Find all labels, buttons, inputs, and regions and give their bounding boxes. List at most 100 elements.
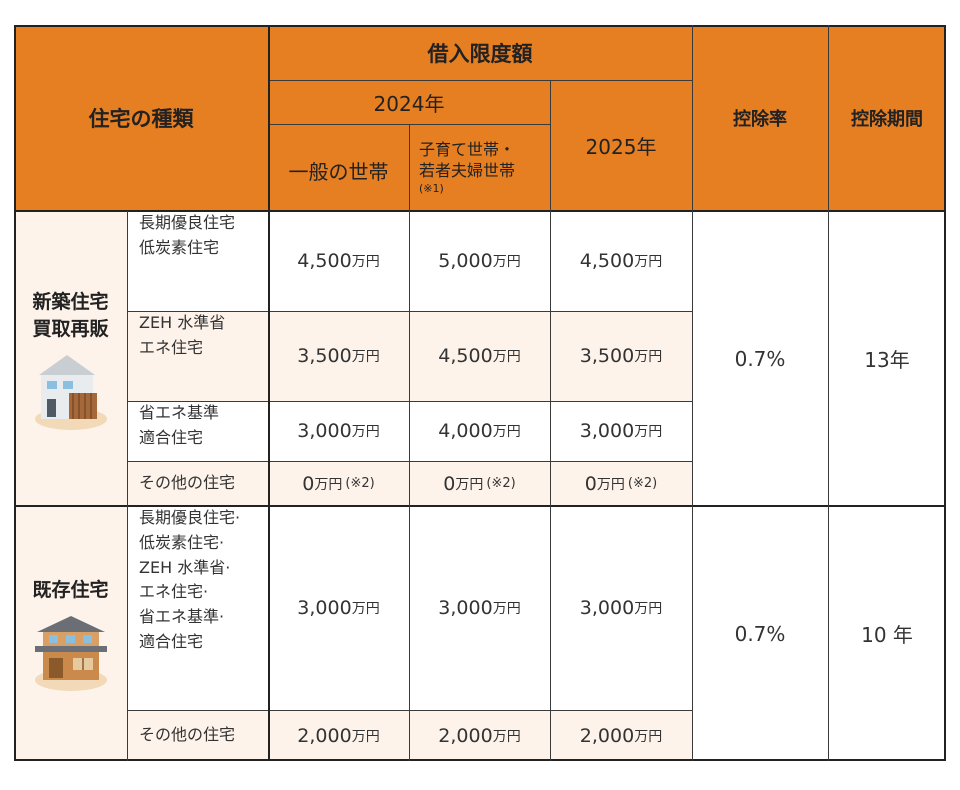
- note: (※2): [486, 476, 516, 491]
- amount: 3,000: [579, 420, 635, 442]
- housing-loan-deduction-table: 住宅の種類 借入限度額 2024年 一般の世帯 子育て世帯・ 若者夫婦世帯 (※…: [14, 25, 946, 761]
- amount: 2,000: [297, 724, 352, 747]
- border-right: [944, 25, 946, 761]
- existing-row1-line6: 適合住宅: [139, 631, 204, 651]
- new-row3-type: 省エネ基準 適合住宅: [127, 401, 268, 461]
- unit: 万円: [351, 601, 380, 617]
- category-existing-housing: 既存住宅: [14, 506, 127, 761]
- new-house-icon: [34, 354, 107, 430]
- header-child-line2: 若者夫婦世帯: [419, 161, 516, 180]
- existing-row1-general: 3,000 万円: [268, 506, 409, 710]
- new-row3-2025: 3,000 万円: [550, 401, 692, 461]
- note: (※2): [345, 476, 375, 491]
- line-header-bottom: [14, 210, 946, 212]
- line-v-cat: [127, 211, 128, 761]
- new-row3-line1: 省エネ基準: [139, 403, 220, 422]
- existing-row1-type: 長期優良住宅· 低炭素住宅· ZEH 水準省· エネ住宅· 省エネ基準· 適合住…: [127, 506, 268, 710]
- unit: 万円: [351, 254, 380, 270]
- border-bottom: [14, 759, 946, 761]
- amount: 3,000: [297, 420, 352, 442]
- new-row2-type: ZEH 水準省 エネ住宅: [127, 311, 268, 401]
- amount: 3,000: [297, 597, 352, 619]
- line-v-2024a: [409, 124, 410, 761]
- amount: 3,500: [579, 345, 635, 367]
- line-section: [14, 505, 946, 507]
- existing-row2-type: その他の住宅: [127, 710, 268, 761]
- unit: 万円: [351, 728, 380, 745]
- unit: 万円: [455, 476, 484, 493]
- unit: 万円: [351, 424, 380, 440]
- unit: 万円: [596, 476, 625, 493]
- amount: 4,500: [438, 345, 493, 367]
- existing-housing-rate: 0.7%: [734, 621, 786, 646]
- existing-row2-general: 2,000 万円: [268, 710, 409, 761]
- amount: 2,000: [579, 724, 635, 747]
- existing-row1-line4: エネ住宅·: [139, 582, 209, 602]
- amount: 0: [443, 472, 456, 495]
- new-row2-2025: 3,500 万円: [550, 311, 692, 401]
- line-v-period: [828, 25, 829, 761]
- amount: 0: [584, 472, 597, 495]
- border-top: [14, 25, 946, 27]
- unit: 万円: [492, 601, 521, 617]
- header-deduction-rate: 控除率: [692, 25, 828, 211]
- amount: 4,500: [579, 250, 635, 272]
- new-row1-line1: 長期優良住宅: [139, 213, 236, 232]
- header-child-note: (※1): [419, 182, 444, 195]
- existing-row1-line5: 省エネ基準·: [139, 607, 225, 627]
- note: (※2): [627, 476, 658, 491]
- new-row3-line2: 適合住宅: [139, 427, 204, 447]
- new-row1-2025: 4,500 万円: [550, 211, 692, 311]
- new-row4-2025: 0 万円 (※2): [550, 461, 692, 506]
- existing-row1-child: 3,000 万円: [409, 506, 550, 710]
- new-row1-line2: 低炭素住宅: [139, 237, 220, 257]
- new-row1-child: 5,000 万円: [409, 211, 550, 311]
- unit: 万円: [351, 349, 380, 365]
- new-housing-label-1: 新築住宅: [32, 290, 109, 313]
- header-child-line1: 子育て世帯・: [419, 140, 516, 159]
- unit: 万円: [314, 476, 343, 493]
- header-general-household: 一般の世帯: [268, 124, 409, 211]
- new-row3-general: 3,000 万円: [268, 401, 409, 461]
- new-row2-line2: エネ住宅: [139, 337, 204, 357]
- amount: 3,000: [438, 597, 493, 619]
- header-borrowing-limit: 借入限度額: [268, 25, 692, 80]
- new-row4-general: 0 万円 (※2): [268, 461, 409, 506]
- existing-row1-line1: 長期優良住宅·: [139, 508, 241, 527]
- header-year-2024: 2024年: [268, 80, 550, 124]
- unit: 万円: [634, 349, 663, 365]
- line-h1: [268, 80, 692, 81]
- new-row1-type: 長期優良住宅 低炭素住宅: [127, 211, 268, 311]
- line-v-rate: [692, 25, 693, 761]
- amount: 3,500: [297, 345, 352, 367]
- header-year-2025: 2025年: [550, 80, 692, 211]
- existing-housing-label: 既存住宅: [32, 579, 109, 601]
- unit: 万円: [634, 424, 663, 440]
- new-row4-child: 0 万円 (※2): [409, 461, 550, 506]
- amount: 5,000: [438, 250, 493, 272]
- border-left: [14, 25, 16, 761]
- header-deduction-period: 控除期間: [828, 25, 946, 211]
- amount: 2,000: [438, 724, 493, 747]
- header-child-young-household: 子育て世帯・ 若者夫婦世帯 (※1): [409, 124, 550, 211]
- category-new-housing: 新築住宅 買取再販: [14, 211, 127, 506]
- new-row4-type: その他の住宅: [127, 461, 268, 506]
- new-row1-general: 4,500 万円: [268, 211, 409, 311]
- unit: 万円: [634, 601, 663, 617]
- header-house-type: 住宅の種類: [14, 25, 268, 211]
- new-housing-period: 13年: [864, 348, 910, 372]
- existing-row2-2025: 2,000 万円: [550, 710, 692, 761]
- new-housing-label-2: 買取再販: [32, 317, 109, 340]
- amount: 4,500: [297, 250, 352, 272]
- new-row2-child: 4,500 万円: [409, 311, 550, 401]
- unit: 万円: [492, 728, 521, 745]
- unit: 万円: [492, 254, 521, 270]
- unit: 万円: [634, 728, 663, 745]
- unit: 万円: [492, 349, 521, 365]
- unit: 万円: [634, 254, 663, 270]
- existing-row1-line3: ZEH 水準省·: [139, 557, 231, 577]
- new-housing-rate: 0.7%: [734, 346, 786, 371]
- line-v-2024b: [550, 80, 551, 761]
- amount: 3,000: [579, 597, 635, 619]
- line-v-type: [268, 25, 270, 761]
